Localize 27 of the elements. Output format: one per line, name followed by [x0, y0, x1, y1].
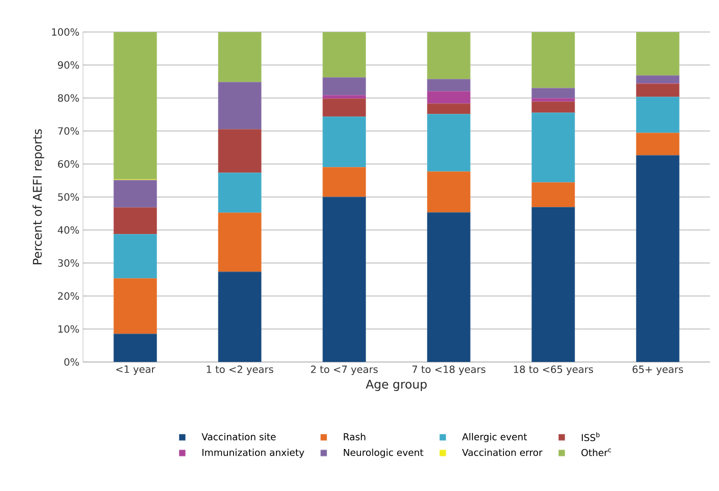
legend-label: Vaccination error [462, 448, 542, 456]
y-tick-label: 80% [58, 94, 79, 102]
legend-label: Neurologic event [344, 448, 424, 458]
legend-label: Allergic event [462, 433, 527, 442]
legend-label: Immunization anxiety [202, 448, 304, 458]
legend-label: Vaccination site [202, 433, 276, 440]
x-tick-label: 2 to <7 years [311, 366, 378, 375]
x-tick-label: 1 to <2 years [206, 366, 274, 375]
y-tick-label: 100% [52, 28, 79, 36]
legend-label: Other$^{c}$ [581, 448, 612, 456]
y-tick-label: 50% [58, 193, 79, 201]
x-tick-label: 7 to <18 years [412, 366, 486, 375]
y-tick-label: 60% [58, 160, 79, 168]
x-axis-title: Age group [366, 380, 427, 392]
legend-label: ISS$^{b}$ [582, 432, 600, 442]
legend-label: Rash [344, 433, 366, 440]
x-tick-label: <1 year [116, 366, 156, 375]
y-tick-label: 90% [58, 61, 79, 69]
x-tick-label: 18 to <65 years [514, 366, 594, 375]
y-tick-label: 20% [58, 292, 79, 300]
y-tick-label: 10% [58, 325, 79, 333]
x-tick-label: 65+ years [632, 366, 684, 375]
y-axis-title: Percent of AEFI reports [32, 129, 44, 264]
y-tick-label: 40% [58, 226, 79, 234]
y-tick-label: 70% [58, 127, 79, 135]
y-tick-label: 0% [64, 358, 79, 366]
y-tick-label: 30% [58, 259, 79, 267]
